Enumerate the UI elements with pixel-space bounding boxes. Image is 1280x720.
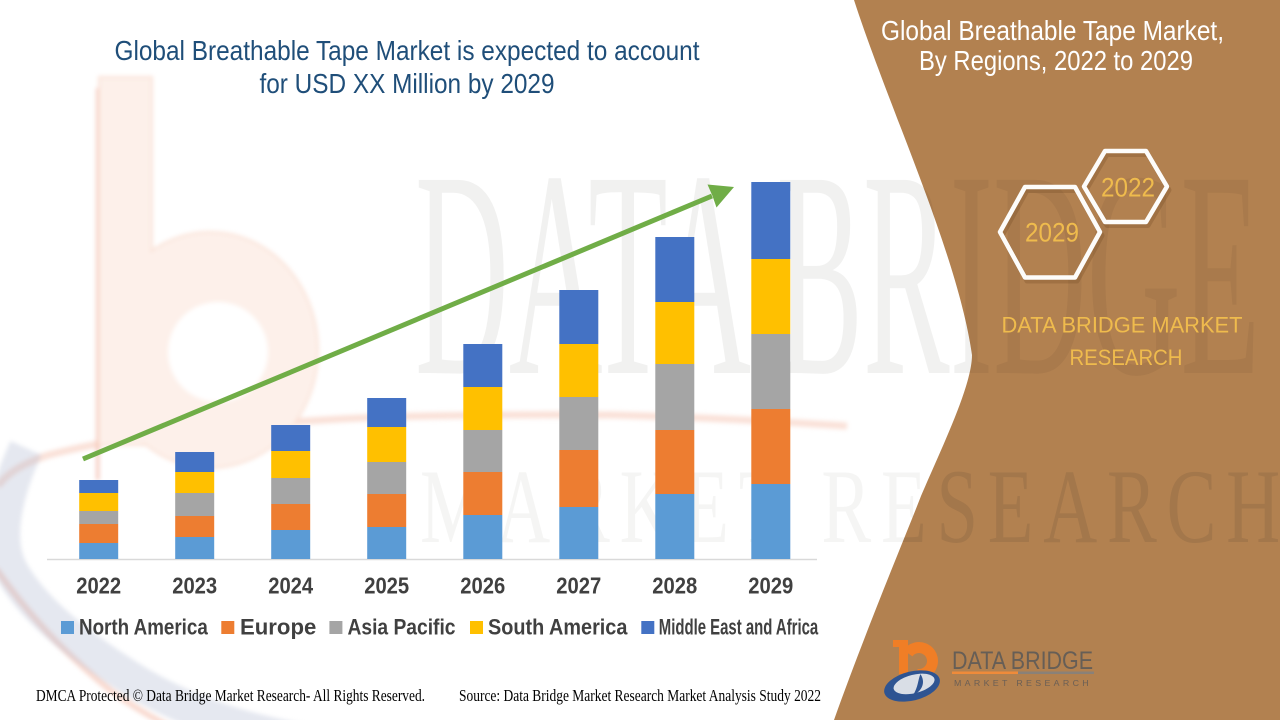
svg-text:MARKET RESEARCH: MARKET RESEARCH — [954, 679, 1092, 688]
svg-text:Source: Data Bridge Market Res: Source: Data Bridge Market Research Mark… — [459, 686, 821, 705]
svg-text:2025: 2025 — [364, 573, 409, 599]
svg-text:2023: 2023 — [172, 573, 217, 599]
svg-text:Middle East and Africa: Middle East and Africa — [659, 615, 819, 640]
svg-text:DATA BRIDGE MARKET: DATA BRIDGE MARKET — [1002, 313, 1243, 338]
svg-text:Global Breathable Tape Market: Global Breathable Tape Market is expecte… — [115, 35, 700, 66]
svg-text:DMCA Protected © Data Bridge M: DMCA Protected © Data Bridge Market Rese… — [36, 686, 425, 705]
svg-text:Europe: Europe — [240, 615, 316, 640]
svg-text:Global Breathable Tape Market,: Global Breathable Tape Market, — [881, 15, 1224, 46]
svg-text:2029: 2029 — [1025, 218, 1079, 248]
svg-text:2029: 2029 — [748, 573, 793, 599]
svg-text:2026: 2026 — [460, 573, 505, 599]
svg-text:2022: 2022 — [1101, 173, 1155, 203]
svg-text:Asia Pacific: Asia Pacific — [348, 615, 456, 640]
svg-text:By Regions, 2022 to 2029: By Regions, 2022 to 2029 — [919, 45, 1193, 76]
svg-text:2022: 2022 — [76, 573, 121, 599]
svg-text:2028: 2028 — [652, 573, 697, 599]
svg-text:DATA BRIDGE: DATA BRIDGE — [952, 647, 1093, 675]
svg-text:for USD XX Million by 2029: for USD XX Million by 2029 — [260, 68, 555, 99]
svg-text:2027: 2027 — [556, 573, 601, 599]
svg-text:North America: North America — [79, 615, 208, 640]
svg-text:RESEARCH: RESEARCH — [1070, 345, 1183, 370]
svg-text:South America: South America — [488, 615, 628, 640]
svg-text:2024: 2024 — [268, 573, 313, 599]
